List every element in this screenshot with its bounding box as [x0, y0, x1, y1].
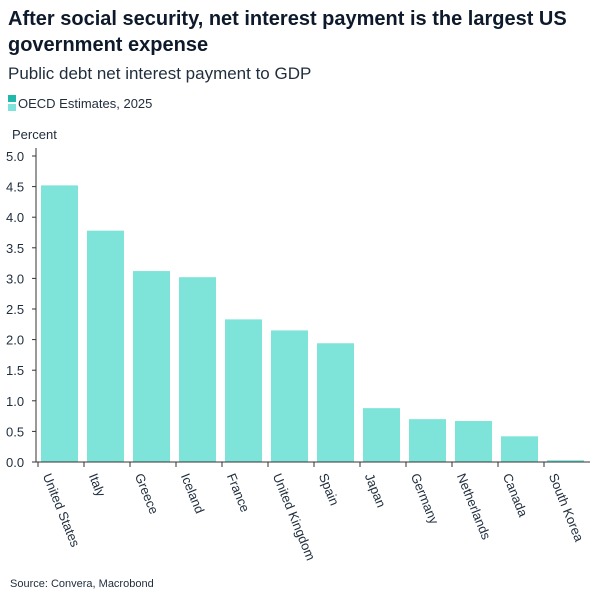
bar — [41, 185, 78, 462]
legend-swatch-icon — [8, 95, 16, 111]
x-tick-label: France — [224, 471, 253, 514]
bar — [87, 230, 124, 462]
y-tick-label: 0.5 — [6, 424, 24, 439]
x-tick-label: Italy — [86, 471, 109, 499]
bar — [363, 408, 400, 462]
x-tick-label: Netherlands — [454, 471, 494, 542]
y-tick-label: 4.5 — [6, 180, 24, 195]
y-tick-label: 5.0 — [6, 149, 24, 164]
y-tick-label: 3.5 — [6, 241, 24, 256]
bar — [133, 271, 170, 462]
bar — [271, 330, 308, 462]
legend: OECD Estimates, 2025 — [8, 95, 152, 111]
legend-label: OECD Estimates, 2025 — [18, 95, 153, 111]
y-tick-label: 2.5 — [6, 302, 24, 317]
bar — [455, 420, 492, 462]
bar — [225, 319, 262, 462]
chart-subtitle: Public debt net interest payment to GDP — [8, 64, 312, 83]
x-tick-label: Germany — [408, 471, 442, 527]
y-tick-label: 0.0 — [6, 455, 24, 470]
bar — [547, 460, 584, 462]
y-tick-label: 1.0 — [6, 394, 24, 409]
bar — [409, 419, 446, 462]
x-tick-label: Iceland — [178, 471, 208, 515]
source-note: Source: Convera, Macrobond — [10, 578, 154, 590]
chart-title: After social security, net interest paym… — [8, 8, 567, 56]
bar — [179, 277, 216, 462]
x-tick-label: United Kingdom — [270, 471, 319, 562]
x-tick-label: South Korea — [546, 471, 587, 544]
x-tick-label: Spain — [316, 471, 342, 507]
y-tick-label: 2.0 — [6, 333, 24, 348]
bar — [317, 343, 354, 462]
y-tick-label: 1.5 — [6, 363, 24, 378]
y-axis: 0.0 0.5 1.0 1.5 2.0 2.5 3.0 3.5 4.0 4.5 5.0 — [6, 148, 37, 470]
x-tick-label: Canada — [500, 471, 531, 520]
y-tick-label: 4.0 — [6, 210, 24, 225]
x-tick-label: Japan — [362, 471, 389, 509]
x-tick-label: United States — [40, 471, 83, 549]
x-tick-label: Greece — [132, 471, 162, 516]
bar — [501, 436, 538, 462]
y-tick-label: 3.0 — [6, 271, 24, 286]
bars — [41, 185, 584, 462]
y-axis-label: Percent — [12, 127, 57, 142]
x-axis: United States Italy Greece Iceland France Uni… — [36, 461, 590, 562]
